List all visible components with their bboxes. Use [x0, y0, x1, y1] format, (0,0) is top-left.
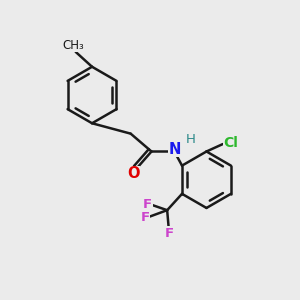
Text: O: O	[127, 166, 139, 181]
Text: H: H	[186, 133, 196, 146]
Text: F: F	[141, 211, 150, 224]
Text: F: F	[165, 227, 174, 240]
Text: F: F	[143, 198, 152, 211]
Text: CH₃: CH₃	[62, 39, 84, 52]
Text: N: N	[169, 142, 181, 157]
Text: Cl: Cl	[224, 136, 239, 150]
